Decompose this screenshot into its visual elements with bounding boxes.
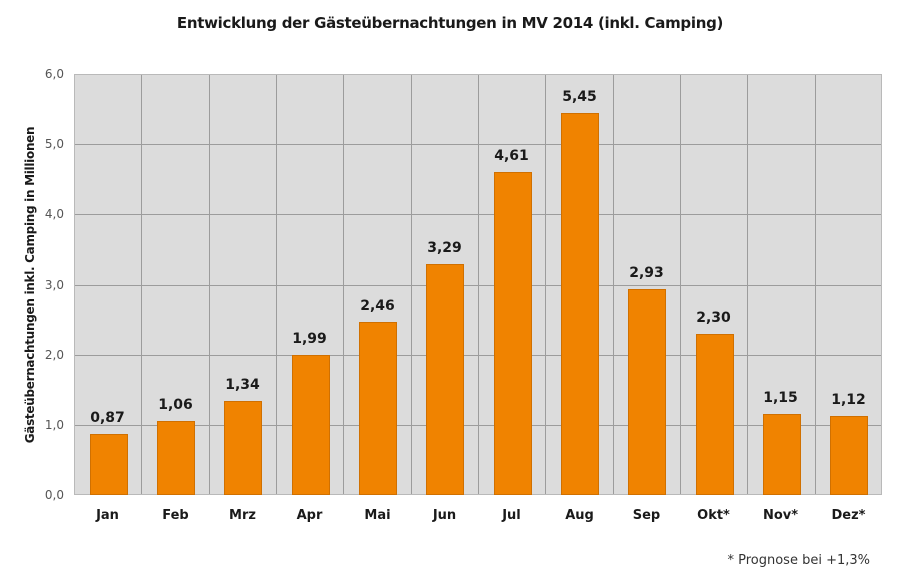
vertical-gridline: [545, 75, 546, 494]
x-tick-label: Sep: [632, 508, 661, 523]
vertical-gridline: [343, 75, 344, 494]
bar-jan: [90, 434, 128, 495]
x-tick-label: Jan: [96, 508, 119, 523]
bar-value-label: 5,45: [562, 89, 597, 105]
vertical-gridline: [141, 75, 142, 494]
x-tick-label: Okt*: [697, 508, 730, 523]
bar-value-label: 2,93: [629, 265, 664, 281]
bar-value-label: 1,06: [158, 397, 193, 413]
bar-mrz: [224, 401, 262, 495]
y-tick-label: 2,0: [44, 347, 64, 362]
bar-value-label: 1,12: [831, 392, 866, 408]
vertical-gridline: [815, 75, 816, 494]
y-tick-label: 6,0: [44, 67, 64, 81]
y-tick-label: 3,0: [44, 277, 64, 292]
bar-value-label: 4,61: [494, 148, 529, 164]
bar-mai: [359, 322, 397, 495]
bar-value-label: 1,15: [763, 390, 798, 406]
y-tick-label: 5,0: [44, 137, 64, 152]
bar-value-label: 1,99: [292, 331, 327, 347]
x-tick-label: Dez*: [831, 508, 866, 523]
vertical-gridline: [411, 75, 412, 494]
bar-jul: [494, 172, 532, 495]
vertical-gridline: [209, 75, 210, 494]
chart-title: Entwicklung der Gästeübernachtungen in M…: [176, 14, 724, 32]
y-tick-label: 4,0: [44, 207, 64, 222]
x-tick-label: Mai: [364, 508, 391, 523]
bar-dez: [830, 416, 868, 495]
bar-sep: [628, 289, 666, 495]
vertical-gridline: [276, 75, 277, 494]
x-tick-label: Nov*: [762, 508, 799, 523]
vertical-gridline: [478, 75, 479, 494]
footnote: * Prognose bei +1,3%: [727, 553, 870, 568]
x-tick-label: Jul: [502, 508, 521, 523]
y-tick-label: 0,0: [44, 488, 64, 502]
vertical-gridline: [747, 75, 748, 494]
bar-nov: [763, 414, 801, 495]
vertical-gridline: [680, 75, 681, 494]
bar-feb: [157, 421, 195, 495]
bar-okt: [696, 334, 734, 495]
x-tick-label: Mrz: [229, 508, 256, 523]
x-tick-label: Feb: [162, 508, 189, 523]
bar-jun: [426, 264, 464, 495]
y-tick-label: 1,0: [44, 417, 64, 432]
bar-value-label: 2,30: [696, 310, 731, 326]
bar-value-label: 3,29: [427, 240, 462, 256]
bar-value-label: 2,46: [360, 298, 395, 314]
bar-value-label: 0,87: [90, 410, 125, 426]
x-tick-label: Aug: [565, 508, 594, 523]
bar-aug: [561, 113, 599, 495]
plot-area: [74, 74, 882, 495]
x-tick-label: Jun: [432, 508, 457, 523]
vertical-gridline: [613, 75, 614, 494]
bar-value-label: 1,34: [225, 377, 260, 393]
x-tick-label: Apr: [296, 508, 323, 523]
bar-apr: [292, 355, 330, 495]
